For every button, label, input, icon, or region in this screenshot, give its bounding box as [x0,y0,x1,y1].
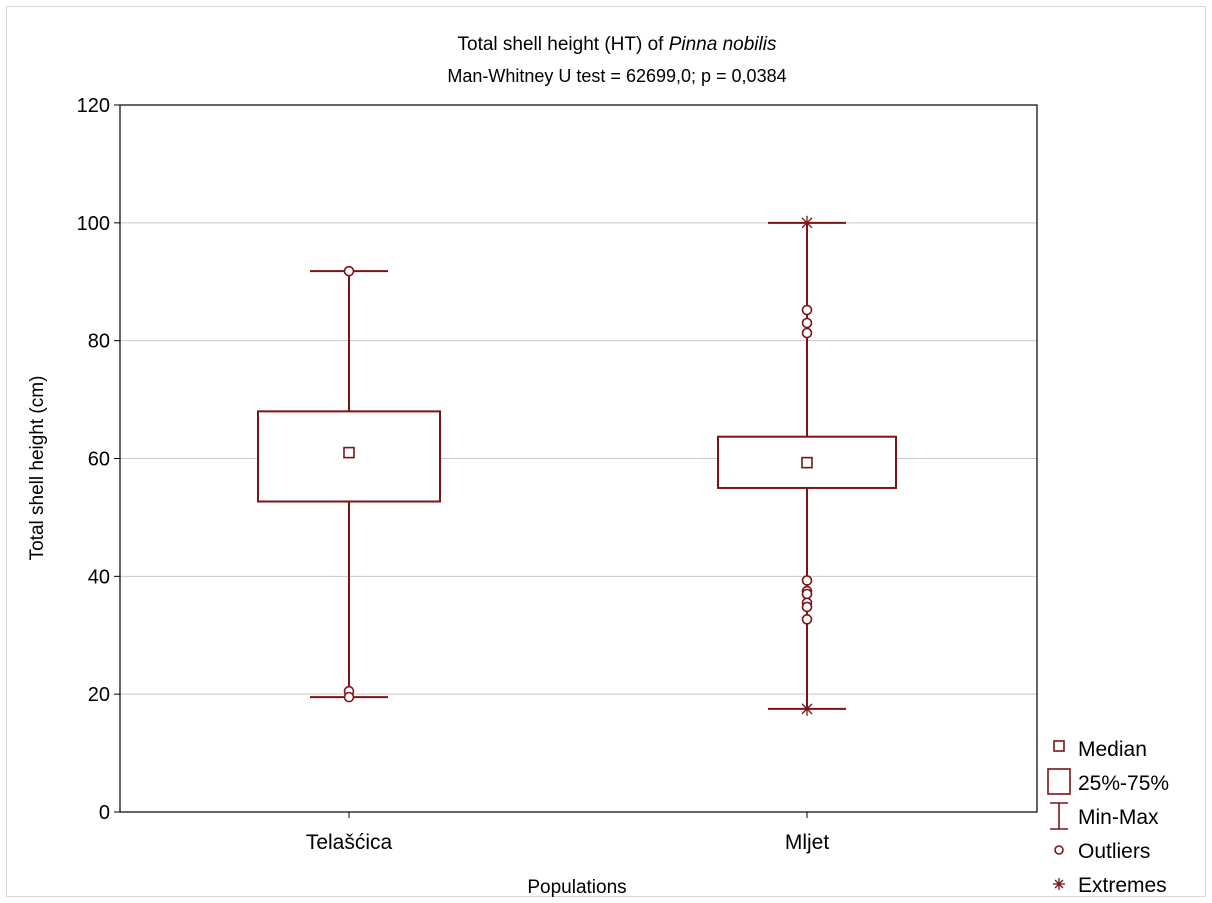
outlier-point [801,317,813,329]
legend-extreme-label: Extremes [1078,874,1167,897]
chart-frame [6,6,1206,897]
chart-subtitle: Man-Whitney U test = 62699,0; p = 0,0384 [447,66,786,86]
y-tick-label: 80 [88,331,110,353]
legend-whisker-label: Min-Max [1078,806,1159,829]
outlier-point [801,601,813,613]
y-tick-label: 120 [77,95,110,117]
iqr-box [717,435,897,489]
y-axis-label: Total shell height (cm) [27,376,48,561]
box-series [257,215,897,716]
x-axis-ticks: Telašćica Mljet [306,812,830,854]
outlier-point [801,588,813,600]
outlier-point [343,265,355,277]
x-axis-label: Populations [527,877,626,898]
y-axis-ticks: 0 20 40 60 80 100 120 [77,95,120,824]
outlier-point [801,327,813,339]
y-tick-label: 20 [88,684,110,706]
box-group [257,265,441,703]
extreme-stroke [801,703,813,715]
y-tick-label: 60 [88,449,110,471]
outlier-point [801,575,813,586]
extreme-point [800,701,814,716]
median-marker [801,456,813,469]
legend: Median 25%-75% Min-Max Outliers Extremes [1047,738,1169,897]
iqr-box [257,410,441,503]
box-group [717,215,897,716]
outlier-point [343,691,355,703]
chart-title-main: Total shell height (HT) of [458,34,669,55]
legend-median-label: Median [1078,738,1147,761]
extreme-stroke [801,217,813,229]
outlier-point [801,614,813,625]
legend-outlier-icon [1054,845,1064,855]
legend-median-icon [1053,740,1065,752]
median-marker [343,446,355,459]
legend-extreme-icon [1053,878,1065,890]
y-tick-label: 0 [99,802,110,824]
x-tick-label: Mljet [785,831,830,854]
chart-title-species: Pinna nobilis [669,34,777,55]
y-tick-label: 40 [88,566,110,588]
extreme-point [800,215,814,230]
legend-whisker-icon [1050,802,1068,830]
y-tick-label: 100 [77,213,110,235]
legend-box-icon [1047,768,1071,795]
x-tick-label: Telašćica [306,831,393,854]
outlier-point [801,304,813,316]
legend-outlier-label: Outliers [1078,840,1150,863]
plot-area-border [119,104,1038,813]
legend-box-label: 25%-75% [1078,772,1169,795]
chart-title: Total shell height (HT) of Pinna nobilis [458,34,777,55]
